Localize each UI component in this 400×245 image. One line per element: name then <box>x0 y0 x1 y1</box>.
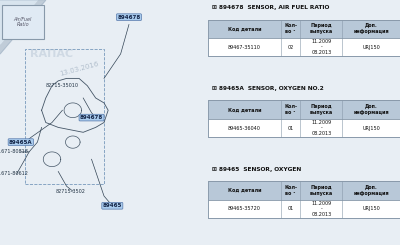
Text: 91671-80612: 91671-80612 <box>0 172 29 176</box>
Text: Период
выпуска: Период выпуска <box>310 104 333 115</box>
Text: Кол-
во ¹: Кол- во ¹ <box>284 23 297 34</box>
Bar <box>208 119 400 137</box>
Bar <box>208 181 400 218</box>
Bar <box>25 49 104 184</box>
Bar <box>208 100 400 119</box>
Text: Код детали: Код детали <box>228 107 261 112</box>
Polygon shape <box>0 0 38 44</box>
Bar <box>208 100 400 137</box>
Text: 11.2009
-
08.2013: 11.2009 - 08.2013 <box>311 120 332 136</box>
Text: 82715-3502: 82715-3502 <box>56 189 86 194</box>
Text: 11.2009
-
08.2013: 11.2009 - 08.2013 <box>311 201 332 217</box>
Text: URJ150: URJ150 <box>362 206 380 211</box>
Bar <box>208 38 400 56</box>
Text: Период
выпуска: Период выпуска <box>310 185 333 196</box>
Bar <box>208 181 400 200</box>
Text: Доп.
информация: Доп. информация <box>353 185 389 196</box>
Bar <box>208 20 400 56</box>
Bar <box>2 5 44 39</box>
Bar <box>208 20 400 38</box>
Text: 11.2009
-
08.2013: 11.2009 - 08.2013 <box>311 39 332 55</box>
Text: URJ150: URJ150 <box>362 125 380 131</box>
Text: 894678: 894678 <box>117 15 140 20</box>
Text: 02: 02 <box>288 45 294 50</box>
Text: RАПАС: RАПАС <box>30 49 74 59</box>
Text: 82715-35010: 82715-35010 <box>46 83 79 88</box>
Text: Код детали: Код детали <box>228 188 261 193</box>
Text: 01: 01 <box>288 125 294 131</box>
Text: 89465-36040: 89465-36040 <box>228 125 261 131</box>
Bar <box>208 200 400 218</box>
Text: Код детали: Код детали <box>228 26 261 31</box>
Text: 89467-35110: 89467-35110 <box>228 45 261 50</box>
Text: Кол-
во ¹: Кол- во ¹ <box>284 185 297 196</box>
Text: ⊞ 89465  SENSOR, OXYGEN: ⊞ 89465 SENSOR, OXYGEN <box>212 167 301 172</box>
Text: ⊞ 894678  SENSOR, AIR FUEL RATIO: ⊞ 894678 SENSOR, AIR FUEL RATIO <box>212 5 329 10</box>
Polygon shape <box>0 0 46 54</box>
Text: URJ150: URJ150 <box>362 45 380 50</box>
Text: Кол-
во ¹: Кол- во ¹ <box>284 104 297 115</box>
Text: 13.03.2016: 13.03.2016 <box>59 61 99 77</box>
Text: Доп.
информация: Доп. информация <box>353 23 389 34</box>
Text: Доп.
информация: Доп. информация <box>353 104 389 115</box>
Text: Период
выпуска: Период выпуска <box>310 23 333 34</box>
Text: 91671-80818: 91671-80818 <box>0 149 29 154</box>
Text: 89465A: 89465A <box>9 140 33 145</box>
Text: 894678: 894678 <box>80 115 103 120</box>
Text: 89465-35720: 89465-35720 <box>228 206 261 211</box>
Text: 89465: 89465 <box>103 203 122 208</box>
Text: Air/Fuel
Ratio: Air/Fuel Ratio <box>14 17 32 27</box>
Text: 01: 01 <box>288 206 294 211</box>
Text: ⊞ 89465A  SENSOR, OXYGEN NO.2: ⊞ 89465A SENSOR, OXYGEN NO.2 <box>212 86 324 91</box>
